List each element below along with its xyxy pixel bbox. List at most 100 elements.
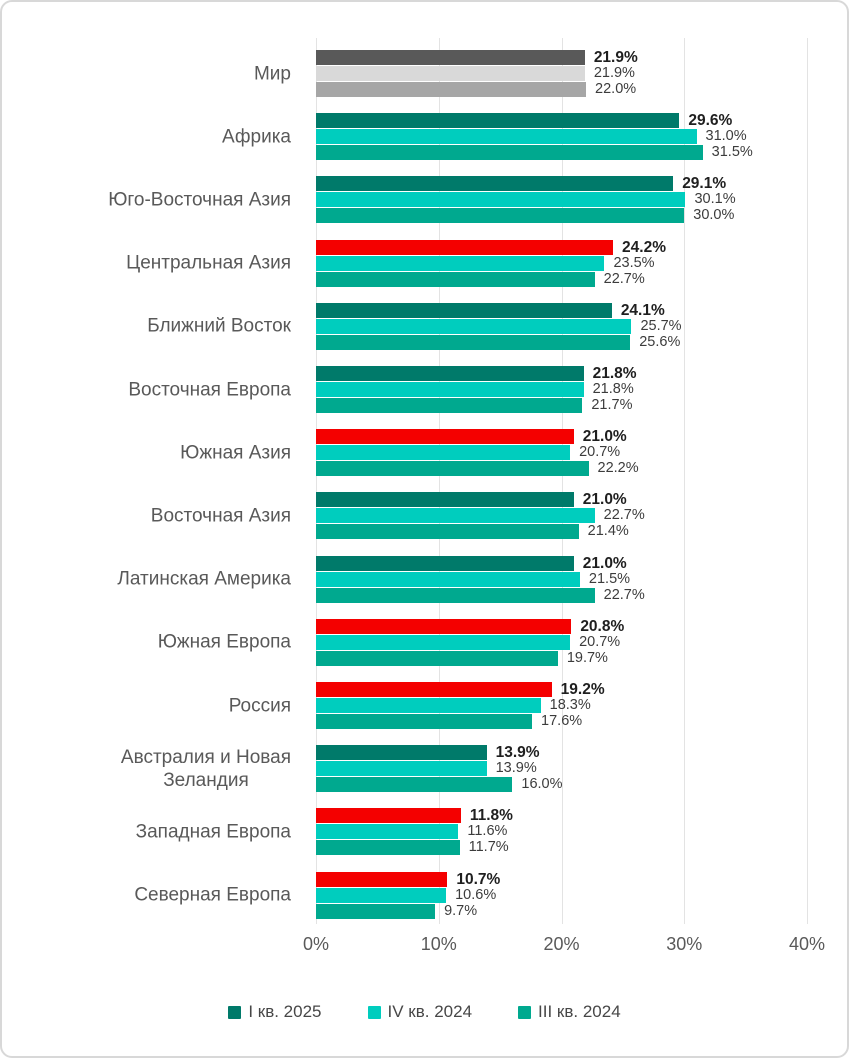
category-label: Австралия и Новая Зеландия [120, 746, 291, 791]
category-label: Африка [222, 126, 291, 148]
value-label: 21.0% [582, 428, 627, 446]
bar-2025q1 [316, 239, 614, 255]
bar-2024q4 [316, 255, 605, 271]
value-label: 21.8% [592, 365, 637, 382]
value-label: 9.7% [444, 902, 478, 919]
category-label: Россия [228, 695, 291, 716]
bar-2025q1 [316, 682, 552, 697]
bar-2024q4 [316, 508, 595, 524]
category-label: Южная Азия [180, 442, 291, 464]
value-label: 13.9% [495, 760, 537, 777]
bar-2024q3 [316, 145, 703, 161]
value-label: 10.7% [456, 870, 501, 888]
gridline [561, 38, 563, 924]
bar-2024q4 [316, 318, 632, 334]
legend-item: III кв. 2024 [518, 1002, 621, 1022]
value-label: 10.6% [455, 886, 497, 903]
bar-2024q4 [316, 824, 459, 840]
value-label: 21.4% [587, 523, 629, 540]
legend-item: I кв. 2025 [228, 1002, 322, 1022]
value-label: 25.7% [640, 317, 682, 334]
x-axis-tick: 30% [666, 934, 703, 954]
category-label: Юго-Восточная Азия [108, 189, 291, 211]
bar-2025q1 [316, 176, 674, 192]
value-label: 21.0% [582, 491, 627, 509]
value-label: 21.9% [593, 49, 638, 66]
category-label: Западная Европа [135, 821, 291, 843]
value-label: 24.2% [622, 238, 666, 256]
legend-label: I кв. 2025 [248, 1002, 322, 1021]
value-label: 25.6% [639, 333, 681, 350]
bar-2024q3 [316, 903, 436, 919]
legend-swatch-icon [228, 1005, 242, 1019]
bar-2025q1 [316, 555, 574, 571]
bar-2025q1 [316, 366, 584, 381]
category-label: Восточная Азия [150, 505, 291, 527]
bar-2024q4 [316, 887, 447, 903]
bar-2025q1 [316, 808, 461, 824]
category-label: Южная Европа [157, 631, 291, 653]
value-label: 21.9% [593, 65, 635, 81]
bar-2024q3 [316, 524, 579, 540]
value-label: 20.7% [579, 633, 621, 650]
value-label: 29.6% [688, 112, 733, 130]
legend-item: IV кв. 2024 [367, 1002, 472, 1022]
value-label: 21.8% [592, 381, 634, 397]
bar-2024q4 [316, 382, 584, 397]
bar-2024q3 [316, 398, 583, 413]
value-label: 13.9% [495, 744, 540, 762]
bar-2025q1 [316, 113, 680, 129]
bar-2024q3 [316, 714, 533, 729]
bar-2024q3 [316, 840, 460, 856]
bar-2025q1 [316, 492, 574, 508]
bar-2024q3 [316, 82, 587, 97]
legend-swatch-icon [367, 1005, 381, 1019]
value-label: 30.1% [694, 191, 736, 208]
x-axis-tick: 0% [302, 934, 329, 954]
value-label: 22.7% [603, 507, 645, 524]
legend-label: III кв. 2024 [538, 1002, 621, 1021]
bar-2024q4 [316, 192, 686, 208]
x-axis-tick: 10% [420, 934, 457, 954]
category-label: Северная Европа [134, 884, 291, 906]
bar-2024q3 [316, 461, 589, 477]
value-label: 31.5% [711, 144, 753, 161]
gridline [438, 38, 440, 924]
bar-2025q1 [316, 302, 612, 318]
legend: I кв. 2025 IV кв. 2024 III кв. 2024 [2, 1002, 847, 1022]
bar-2024q4 [316, 698, 541, 713]
bar-2025q1 [316, 50, 585, 65]
value-label: 19.2% [560, 681, 605, 698]
bar-2024q3 [316, 334, 631, 350]
bar-2024q3 [316, 777, 513, 793]
value-label: 22.7% [603, 270, 645, 287]
value-label: 11.8% [469, 807, 513, 825]
category-label: Центральная Азия [126, 252, 291, 274]
value-label: 30.0% [693, 207, 735, 224]
value-label: 17.6% [541, 713, 583, 729]
bar-2024q4 [316, 445, 571, 461]
value-label: 22.2% [597, 460, 639, 477]
value-label: 21.0% [582, 554, 627, 572]
x-axis-tick: 40% [788, 934, 826, 954]
value-label: 21.7% [591, 397, 633, 413]
bar-2024q4 [316, 129, 697, 145]
legend-swatch-icon [518, 1005, 532, 1019]
value-label: 20.8% [580, 617, 625, 635]
value-label: 29.1% [682, 175, 727, 193]
value-label: 24.1% [620, 301, 665, 319]
bar-2025q1 [316, 871, 448, 887]
plot-area: 21.9% 21.9% 22.0% 29.6% 31.0% 31.5% 29.1% 30.1%… [316, 38, 808, 924]
value-label: 11.7% [468, 839, 509, 856]
bar-2025q1 [316, 429, 574, 445]
value-label: 22.7% [603, 586, 645, 603]
category-label: Латинская Америка [117, 568, 291, 590]
gridline [684, 38, 686, 924]
bar-2024q4 [316, 761, 487, 777]
value-label: 16.0% [521, 776, 563, 793]
x-axis-tick: 20% [543, 934, 580, 954]
bar-2024q3 [316, 587, 595, 603]
category-label: Мир [253, 63, 291, 84]
bar-2025q1 [316, 618, 572, 634]
